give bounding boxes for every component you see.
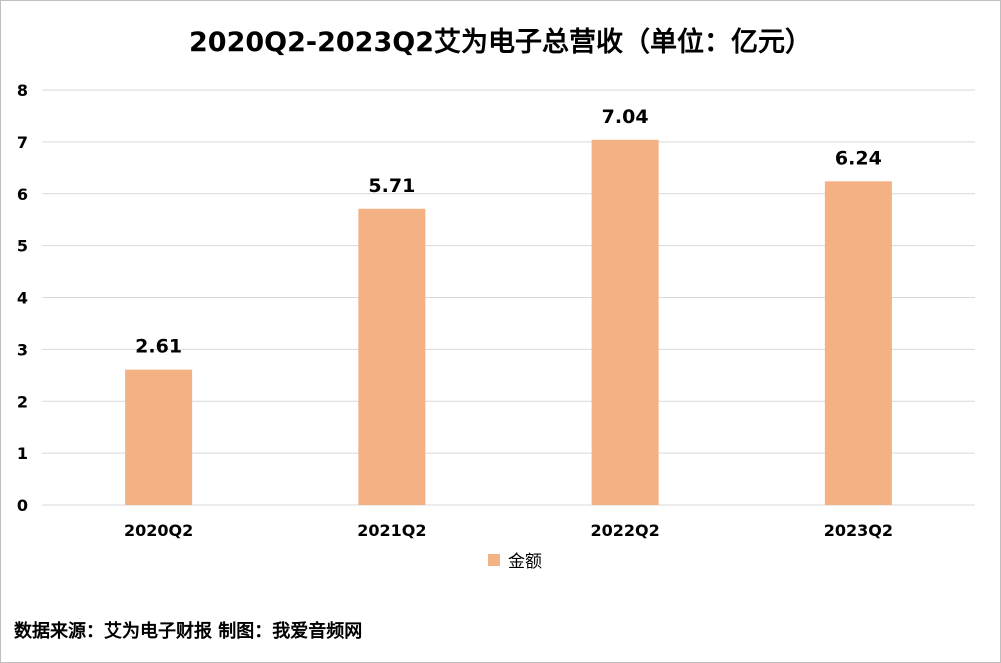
x-tick-label: 2021Q2	[357, 521, 426, 540]
y-axis-ticks: 0 1 2 3 4 5 6 7 8	[17, 81, 28, 515]
legend: 金额	[488, 547, 542, 572]
source-note: 数据来源：艾为电子财报 制图：我爱音频网	[14, 621, 363, 642]
legend-swatch	[488, 553, 500, 566]
y-tick-label: 0	[17, 496, 28, 515]
legend-label: 金额	[508, 552, 542, 572]
bar	[824, 181, 892, 506]
data-label: 2.61	[135, 336, 182, 358]
x-tick-label: 2020Q2	[124, 521, 193, 540]
bar	[358, 208, 426, 505]
x-tick-label: 2023Q2	[824, 521, 893, 540]
data-label: 6.24	[835, 147, 882, 169]
y-tick-label: 2	[17, 392, 28, 411]
y-tick-label: 1	[17, 444, 28, 463]
data-labels: 2.61 5.71 7.04 6.24	[135, 106, 882, 358]
x-tick-label: 2022Q2	[590, 521, 659, 540]
y-tick-label: 7	[17, 133, 28, 152]
data-label: 5.71	[368, 175, 415, 197]
y-tick-label: 8	[17, 81, 28, 100]
bars	[125, 139, 892, 506]
chart-title: 2020Q2-2023Q2艾为电子总营收（单位：亿元）	[189, 27, 812, 58]
x-axis-ticks: 2020Q2 2021Q2 2022Q2 2023Q2	[124, 521, 893, 540]
bar	[591, 139, 659, 506]
y-tick-label: 6	[17, 185, 28, 204]
bar	[125, 369, 193, 505]
y-tick-label: 4	[17, 289, 28, 308]
y-tick-label: 3	[17, 340, 28, 359]
data-label: 7.04	[602, 106, 649, 128]
grid-lines	[42, 89, 975, 506]
y-tick-label: 5	[17, 237, 28, 256]
